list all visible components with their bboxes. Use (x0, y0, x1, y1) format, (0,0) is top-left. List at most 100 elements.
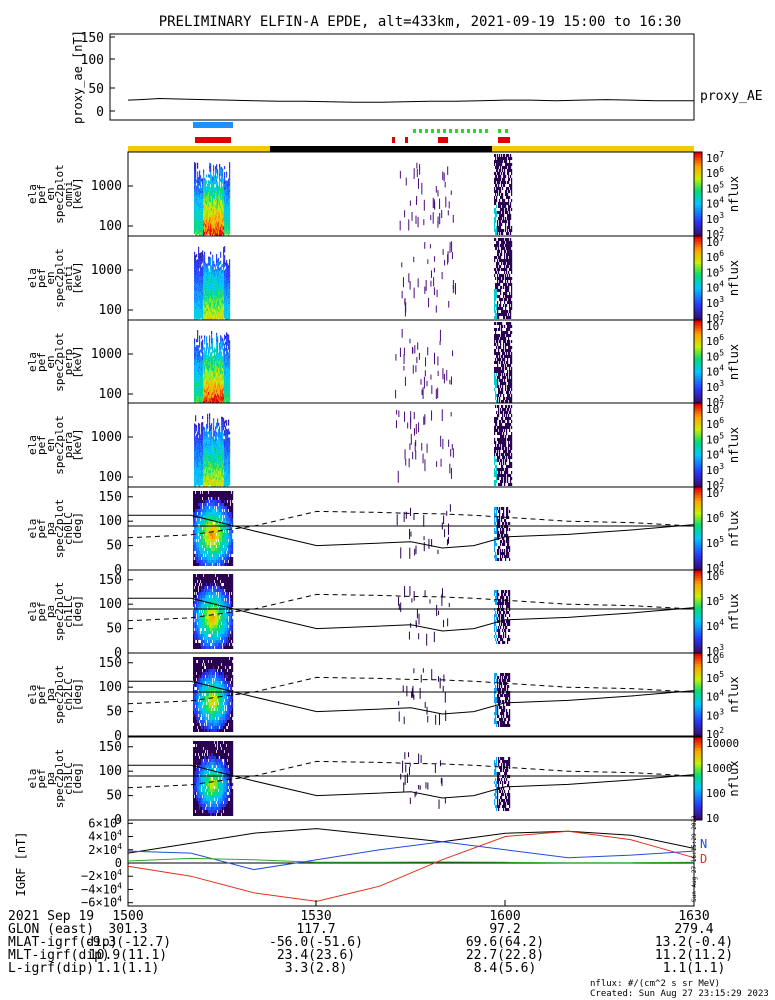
spectrogram-cell (504, 441, 506, 444)
spectrogram-cell (200, 315, 202, 319)
spectrogram-cell (434, 201, 436, 210)
spectrogram-cell (498, 178, 500, 181)
spectrogram-cell (229, 301, 231, 305)
spectrogram-cell (509, 250, 511, 253)
spectrogram-cell (497, 280, 499, 283)
spectrogram-cell (201, 392, 203, 396)
spectrogram-cell (195, 306, 197, 310)
spectrogram-cell (444, 181, 446, 188)
spectrogram-cell (494, 208, 496, 211)
spectrogram-cell (200, 217, 202, 221)
spectrogram-cell (225, 183, 227, 187)
spectrogram-cell (197, 310, 199, 314)
spectrogram-cell (222, 482, 224, 486)
spectrogram-cell (511, 229, 513, 232)
spectrogram-cell (204, 463, 206, 467)
spectrogram-cell (201, 193, 203, 197)
spectrogram-cell (229, 265, 231, 269)
spectrogram-cell (196, 351, 198, 355)
spectrogram-cell (499, 265, 501, 268)
spectrogram-cell (222, 204, 224, 208)
spectrogram-cell (496, 247, 498, 250)
spectrogram-cell (195, 294, 197, 298)
spectrogram-cell (499, 202, 501, 205)
spectrogram-cell (194, 260, 196, 264)
spectrogram-cell (214, 365, 216, 369)
spectrogram-cell (511, 400, 513, 403)
spectrogram-cell (225, 453, 227, 457)
spectrogram-cell (511, 292, 513, 295)
spectrogram-cell (500, 373, 502, 376)
spectrogram-cell (214, 398, 216, 402)
spectrogram-cell (508, 241, 510, 244)
spectrogram-cell (203, 468, 205, 472)
spectrogram-cell (212, 260, 214, 264)
spectrogram-cell (224, 261, 226, 265)
spectrogram-cell (202, 178, 204, 182)
spectrogram-cell (497, 274, 499, 277)
spectrogram-cell (216, 452, 218, 456)
spectrogram-cell (199, 253, 201, 257)
spectrogram-cell (503, 456, 505, 459)
spectrogram-cell (202, 521, 204, 524)
spectrogram-cell (494, 154, 496, 157)
spectrogram-cell (207, 509, 209, 512)
spectrogram-cell (497, 364, 499, 367)
spectrogram-cell (200, 276, 202, 280)
spectrogram-cell (202, 422, 204, 426)
spectrogram-cell (215, 393, 217, 397)
spectrogram-cell (447, 251, 449, 263)
spectrogram-cell (205, 530, 207, 533)
spectrogram-cell (511, 477, 513, 480)
spectrogram-cell (195, 267, 197, 271)
spectrogram-cell (209, 479, 211, 483)
spectrogram-cell (200, 494, 202, 497)
spectrogram-cell (198, 497, 200, 500)
spectrogram-cell (212, 356, 214, 360)
spectrogram-cell (218, 306, 220, 310)
spectrogram-cell (499, 256, 501, 259)
spectrogram-cell (206, 454, 208, 458)
spectrogram-cell (201, 267, 203, 271)
spectrogram-cell (198, 315, 200, 319)
spectrogram-cell (202, 560, 204, 563)
spectrogram-cell (224, 205, 226, 209)
spectrogram-cell (498, 202, 500, 205)
spectrogram-cell (510, 379, 512, 382)
spectrogram-cell (498, 172, 500, 175)
spectrogram-cell (202, 229, 204, 233)
spectrogram-cell (504, 313, 506, 316)
spectrogram-cell (224, 370, 226, 374)
spectrogram-cell (205, 265, 207, 269)
spectrogram-cell (506, 334, 508, 337)
spectrogram-cell (224, 300, 226, 304)
spectrogram-cell (195, 264, 197, 268)
spectrogram-cell (206, 481, 208, 485)
spectrogram-cell (200, 473, 202, 477)
spectrogram-cell (199, 197, 201, 201)
spectrogram-cell (221, 173, 223, 177)
spectrogram-cell (197, 228, 199, 232)
spectrogram-cell (200, 455, 202, 459)
spectrogram-cell (227, 453, 229, 457)
spectrogram-cell (211, 435, 213, 439)
spectrogram-cell (208, 458, 210, 462)
spectrogram-cell (509, 316, 511, 319)
spectrogram-cell (201, 428, 203, 432)
spectrogram-cell (205, 307, 207, 311)
spectrogram-cell (227, 269, 229, 273)
spectrogram-cell (196, 287, 198, 291)
spectrogram-cell (509, 298, 511, 301)
spectrogram-cell (198, 360, 200, 364)
spectrogram-cell (213, 421, 215, 425)
spectrogram-cell (497, 286, 499, 289)
spectrogram-cell (509, 283, 511, 286)
spectrogram-cell (504, 253, 506, 256)
spectrogram-cell (199, 194, 201, 198)
spectrogram-cell (202, 542, 204, 545)
spectrogram-cell (505, 438, 507, 441)
spectrogram-cell (494, 307, 496, 310)
spectrogram-cell (495, 459, 497, 462)
spectrogram-cell (209, 189, 211, 193)
spectrogram-cell (501, 441, 503, 444)
